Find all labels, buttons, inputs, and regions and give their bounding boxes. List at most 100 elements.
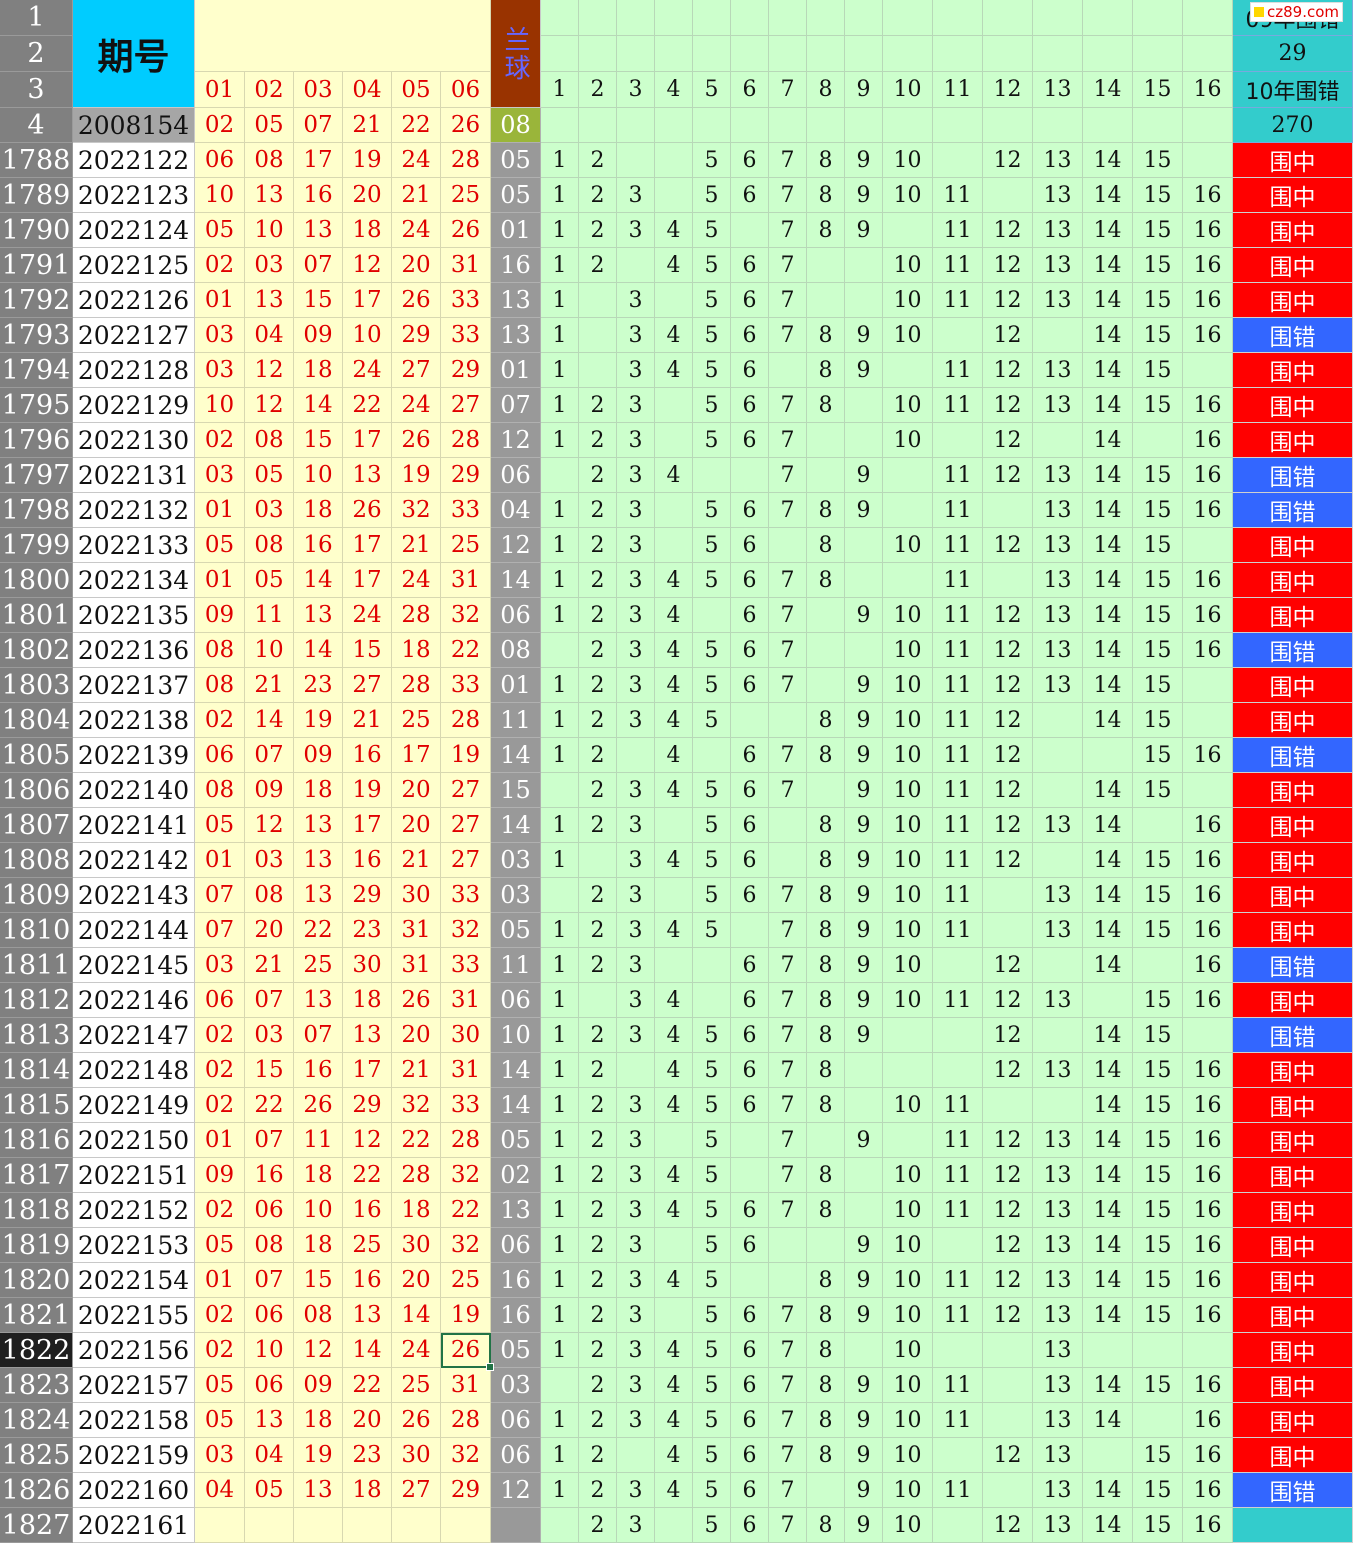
number-cell[interactable] <box>845 1158 883 1193</box>
number-cell[interactable] <box>541 1368 579 1403</box>
number-cell[interactable]: 6 <box>731 388 769 423</box>
number-cell[interactable]: 10 <box>883 1403 933 1438</box>
number-cell[interactable] <box>769 1228 807 1263</box>
number-cell[interactable]: 13 <box>1033 1438 1083 1473</box>
number-cell[interactable] <box>655 1123 693 1158</box>
number-cell[interactable]: 5 <box>693 843 731 878</box>
number-cell[interactable]: 14 <box>1083 1158 1133 1193</box>
red-number-cell[interactable]: 19 <box>343 143 392 178</box>
number-cell[interactable]: 16 <box>1183 1368 1233 1403</box>
number-cell[interactable]: 6 <box>731 1228 769 1263</box>
number-cell[interactable] <box>655 388 693 423</box>
number-cell[interactable] <box>883 563 933 598</box>
number-cell[interactable] <box>769 808 807 843</box>
number-cell[interactable]: 16 <box>1183 248 1233 283</box>
red-number-cell[interactable]: 33 <box>441 668 491 703</box>
red-number-cell[interactable]: 05 <box>195 1368 245 1403</box>
number-cell[interactable]: 3 <box>617 1018 655 1053</box>
number-cell[interactable]: 6 <box>731 283 769 318</box>
number-cell[interactable]: 7 <box>769 633 807 668</box>
red-number-cell[interactable]: 18 <box>294 1403 343 1438</box>
number-cell[interactable]: 16 <box>1183 948 1233 983</box>
red-number-cell[interactable]: 18 <box>343 1473 392 1508</box>
result-cell[interactable]: 围中 <box>1233 983 1353 1018</box>
number-cell[interactable]: 4 <box>655 913 693 948</box>
number-cell[interactable]: 4 <box>655 1403 693 1438</box>
number-cell[interactable]: 2 <box>579 1368 617 1403</box>
period-cell[interactable]: 2008154 <box>73 108 195 143</box>
row-header[interactable]: 1804 <box>0 703 73 738</box>
red-number-cell[interactable]: 02 <box>195 1333 245 1368</box>
number-cell[interactable]: 12 <box>983 143 1033 178</box>
number-cell[interactable]: 5 <box>693 283 731 318</box>
period-cell[interactable]: 2022127 <box>73 318 195 353</box>
number-cell[interactable] <box>693 108 731 143</box>
number-cell[interactable]: 8 <box>807 1298 845 1333</box>
number-cell[interactable]: 13 <box>1033 458 1083 493</box>
red-number-cell[interactable]: 18 <box>294 1158 343 1193</box>
red-number-cell[interactable]: 29 <box>343 1088 392 1123</box>
blue-number-cell[interactable]: 14 <box>491 1053 541 1088</box>
red-number-cell[interactable]: 17 <box>294 143 343 178</box>
red-number-cell[interactable]: 13 <box>294 983 343 1018</box>
number-cell[interactable] <box>983 1088 1033 1123</box>
red-number-cell[interactable]: 17 <box>392 738 441 773</box>
number-cell[interactable]: 10 <box>883 1508 933 1543</box>
number-cell[interactable]: 2 <box>579 913 617 948</box>
red-number-cell[interactable]: 10 <box>195 388 245 423</box>
red-number-cell[interactable]: 32 <box>441 1158 491 1193</box>
number-cell[interactable]: 12 <box>983 248 1033 283</box>
red-number-cell[interactable]: 13 <box>294 213 343 248</box>
number-cell[interactable]: 10 <box>883 1088 933 1123</box>
red-header-blank[interactable] <box>195 0 491 72</box>
row-header[interactable]: 1793 <box>0 318 73 353</box>
number-cell[interactable] <box>655 808 693 843</box>
red-number-cell[interactable]: 25 <box>392 703 441 738</box>
number-cell[interactable] <box>1083 1438 1133 1473</box>
row-header[interactable]: 3 <box>0 72 73 108</box>
red-number-cell[interactable]: 29 <box>343 878 392 913</box>
number-cell[interactable]: 13 <box>1033 808 1083 843</box>
period-cell[interactable]: 2022160 <box>73 1473 195 1508</box>
number-cell[interactable]: 2 <box>579 563 617 598</box>
number-cell[interactable]: 7 <box>769 1018 807 1053</box>
number-cell[interactable]: 1 <box>541 318 579 353</box>
number-cell[interactable]: 16 <box>1183 283 1233 318</box>
number-cell[interactable]: 3 <box>617 563 655 598</box>
number-cell[interactable]: 4 <box>655 1333 693 1368</box>
number-cell[interactable]: 2 <box>579 1158 617 1193</box>
number-cell[interactable] <box>731 458 769 493</box>
period-cell[interactable]: 2022130 <box>73 423 195 458</box>
red-number-cell[interactable]: 20 <box>392 1018 441 1053</box>
row-header[interactable]: 1818 <box>0 1193 73 1228</box>
number-cell[interactable]: 1 <box>541 1403 579 1438</box>
blue-number-cell[interactable]: 04 <box>491 493 541 528</box>
red-number-cell[interactable]: 09 <box>245 773 294 808</box>
row-header[interactable]: 1794 <box>0 353 73 388</box>
red-number-cell[interactable]: 25 <box>441 1263 491 1298</box>
red-number-cell[interactable]: 31 <box>441 983 491 1018</box>
red-number-cell[interactable]: 07 <box>245 1263 294 1298</box>
number-cell[interactable]: 5 <box>693 668 731 703</box>
blue-number-cell[interactable]: 06 <box>491 1228 541 1263</box>
red-column-header[interactable]: 06 <box>441 72 491 108</box>
number-cell[interactable] <box>1083 1333 1133 1368</box>
number-cell[interactable]: 8 <box>807 1053 845 1088</box>
number-cell[interactable] <box>655 948 693 983</box>
row-header[interactable]: 1796 <box>0 423 73 458</box>
red-number-cell[interactable]: 17 <box>343 423 392 458</box>
number-cell[interactable]: 9 <box>845 1123 883 1158</box>
red-number-cell[interactable]: 13 <box>245 1403 294 1438</box>
red-number-cell[interactable]: 21 <box>392 1053 441 1088</box>
red-number-cell[interactable]: 08 <box>245 423 294 458</box>
number-cell[interactable]: 8 <box>807 353 845 388</box>
period-cell[interactable]: 2022132 <box>73 493 195 528</box>
number-cell[interactable]: 2 <box>579 738 617 773</box>
number-column-header[interactable]: 1 <box>541 72 579 108</box>
number-cell[interactable]: 13 <box>1033 1508 1083 1543</box>
number-cell[interactable]: 1 <box>541 248 579 283</box>
red-number-cell[interactable]: 08 <box>245 1228 294 1263</box>
number-cell[interactable]: 8 <box>807 1263 845 1298</box>
number-cell[interactable]: 1 <box>541 1018 579 1053</box>
number-cell[interactable]: 11 <box>933 1088 983 1123</box>
